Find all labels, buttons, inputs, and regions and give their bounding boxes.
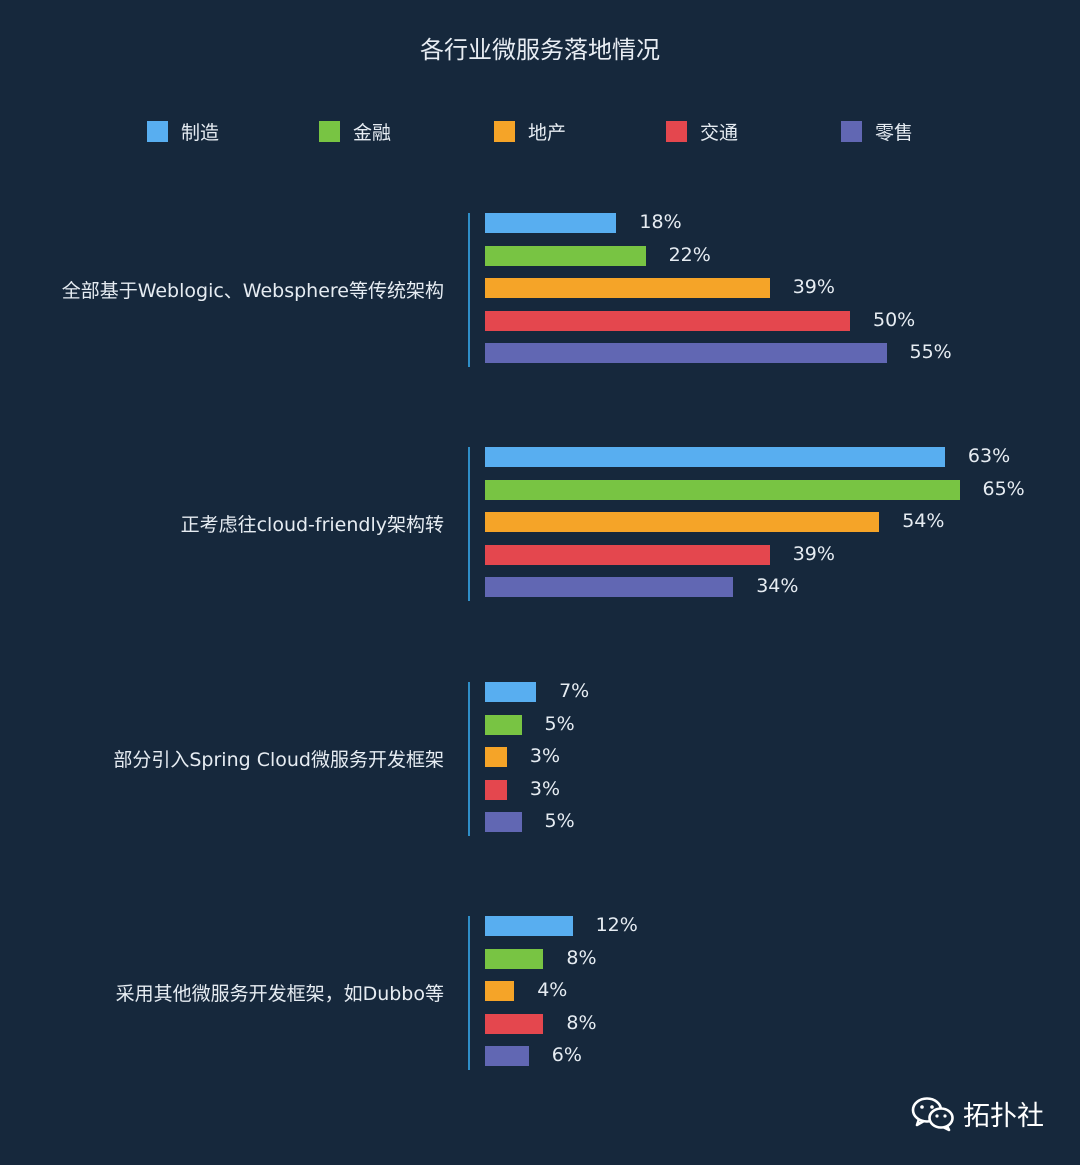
bar-value-label: 4% (537, 979, 568, 1002)
bar-value-label: 63% (967, 445, 1011, 467)
bar-value-label: 39% (792, 276, 835, 299)
legend-item: 交通 (666, 118, 738, 144)
bar (485, 1013, 544, 1034)
category-axis-line (468, 682, 470, 837)
category-label: 部分引入Spring Cloud微服务开发框架 (113, 749, 444, 772)
bar (485, 213, 617, 233)
bar-value-label: 65% (982, 477, 1025, 500)
legend-swatch (319, 120, 340, 142)
legend-item: 零售 (841, 118, 913, 144)
bar (485, 1046, 529, 1067)
bar (485, 447, 945, 467)
bar (485, 343, 887, 364)
watermark-text: 拓扑社 (963, 1101, 1044, 1132)
legend-swatch (147, 120, 168, 142)
bar (485, 544, 770, 565)
bar (485, 278, 770, 299)
bar-value-label: 34% (756, 575, 799, 598)
bar (485, 512, 880, 533)
bar-value-label: 12% (595, 914, 638, 936)
legend-item: 金融 (319, 118, 391, 144)
category-axis-line (468, 213, 470, 368)
bar-value-label: 39% (792, 542, 835, 565)
watermark: 拓扑社 (911, 1094, 1044, 1133)
bar (485, 981, 515, 1002)
legend-label: 交通 (700, 121, 739, 144)
bar (485, 779, 507, 800)
bar (485, 714, 522, 735)
bar (485, 682, 537, 702)
wechat-icon (911, 1096, 954, 1131)
bar (485, 812, 522, 833)
bar-value-label: 3% (529, 777, 561, 800)
bar-value-label: 18% (639, 211, 682, 233)
chart-title: 各行业微服务落地情况 (420, 36, 660, 64)
category-axis-line (468, 447, 470, 602)
legend-swatch (494, 120, 515, 142)
legend-item: 地产 (494, 118, 566, 144)
bar-value-label: 8% (566, 1011, 597, 1034)
legend-label: 金融 (353, 121, 392, 144)
legend-swatch (841, 120, 862, 142)
bar-value-label: 7% (559, 680, 590, 702)
legend-label: 制造 (181, 121, 220, 144)
bar (485, 747, 507, 768)
category-label: 全部基于Weblogic、Websphere等传统架构 (61, 280, 444, 303)
category-label: 采用其他微服务开发框架，如Dubbo等 (115, 983, 444, 1006)
legend-label: 零售 (875, 121, 914, 144)
legend-item: 制造 (147, 118, 219, 144)
category-label: 正考虑往cloud-friendly架构转 (180, 514, 444, 537)
legend-label: 地产 (528, 121, 567, 144)
bar-value-label: 5% (544, 810, 575, 833)
bar (485, 245, 646, 266)
legend: 制造 金融 地产 交通 零售 (0, 118, 1080, 144)
bar-value-label: 50% (873, 308, 916, 331)
bar (485, 948, 544, 969)
bar (485, 310, 850, 331)
bar-value-label: 8% (566, 946, 597, 969)
bar (485, 577, 734, 598)
bar-value-label: 3% (529, 745, 561, 768)
bar-value-label: 6% (551, 1044, 582, 1067)
bar-value-label: 5% (544, 712, 575, 735)
bar (485, 916, 573, 936)
legend-swatch (666, 120, 687, 142)
bar (485, 479, 960, 500)
bar-value-label: 54% (902, 510, 945, 533)
category-axis-line (468, 916, 470, 1071)
bar-value-label: 22% (668, 243, 711, 266)
bar-value-label: 55% (909, 341, 952, 364)
